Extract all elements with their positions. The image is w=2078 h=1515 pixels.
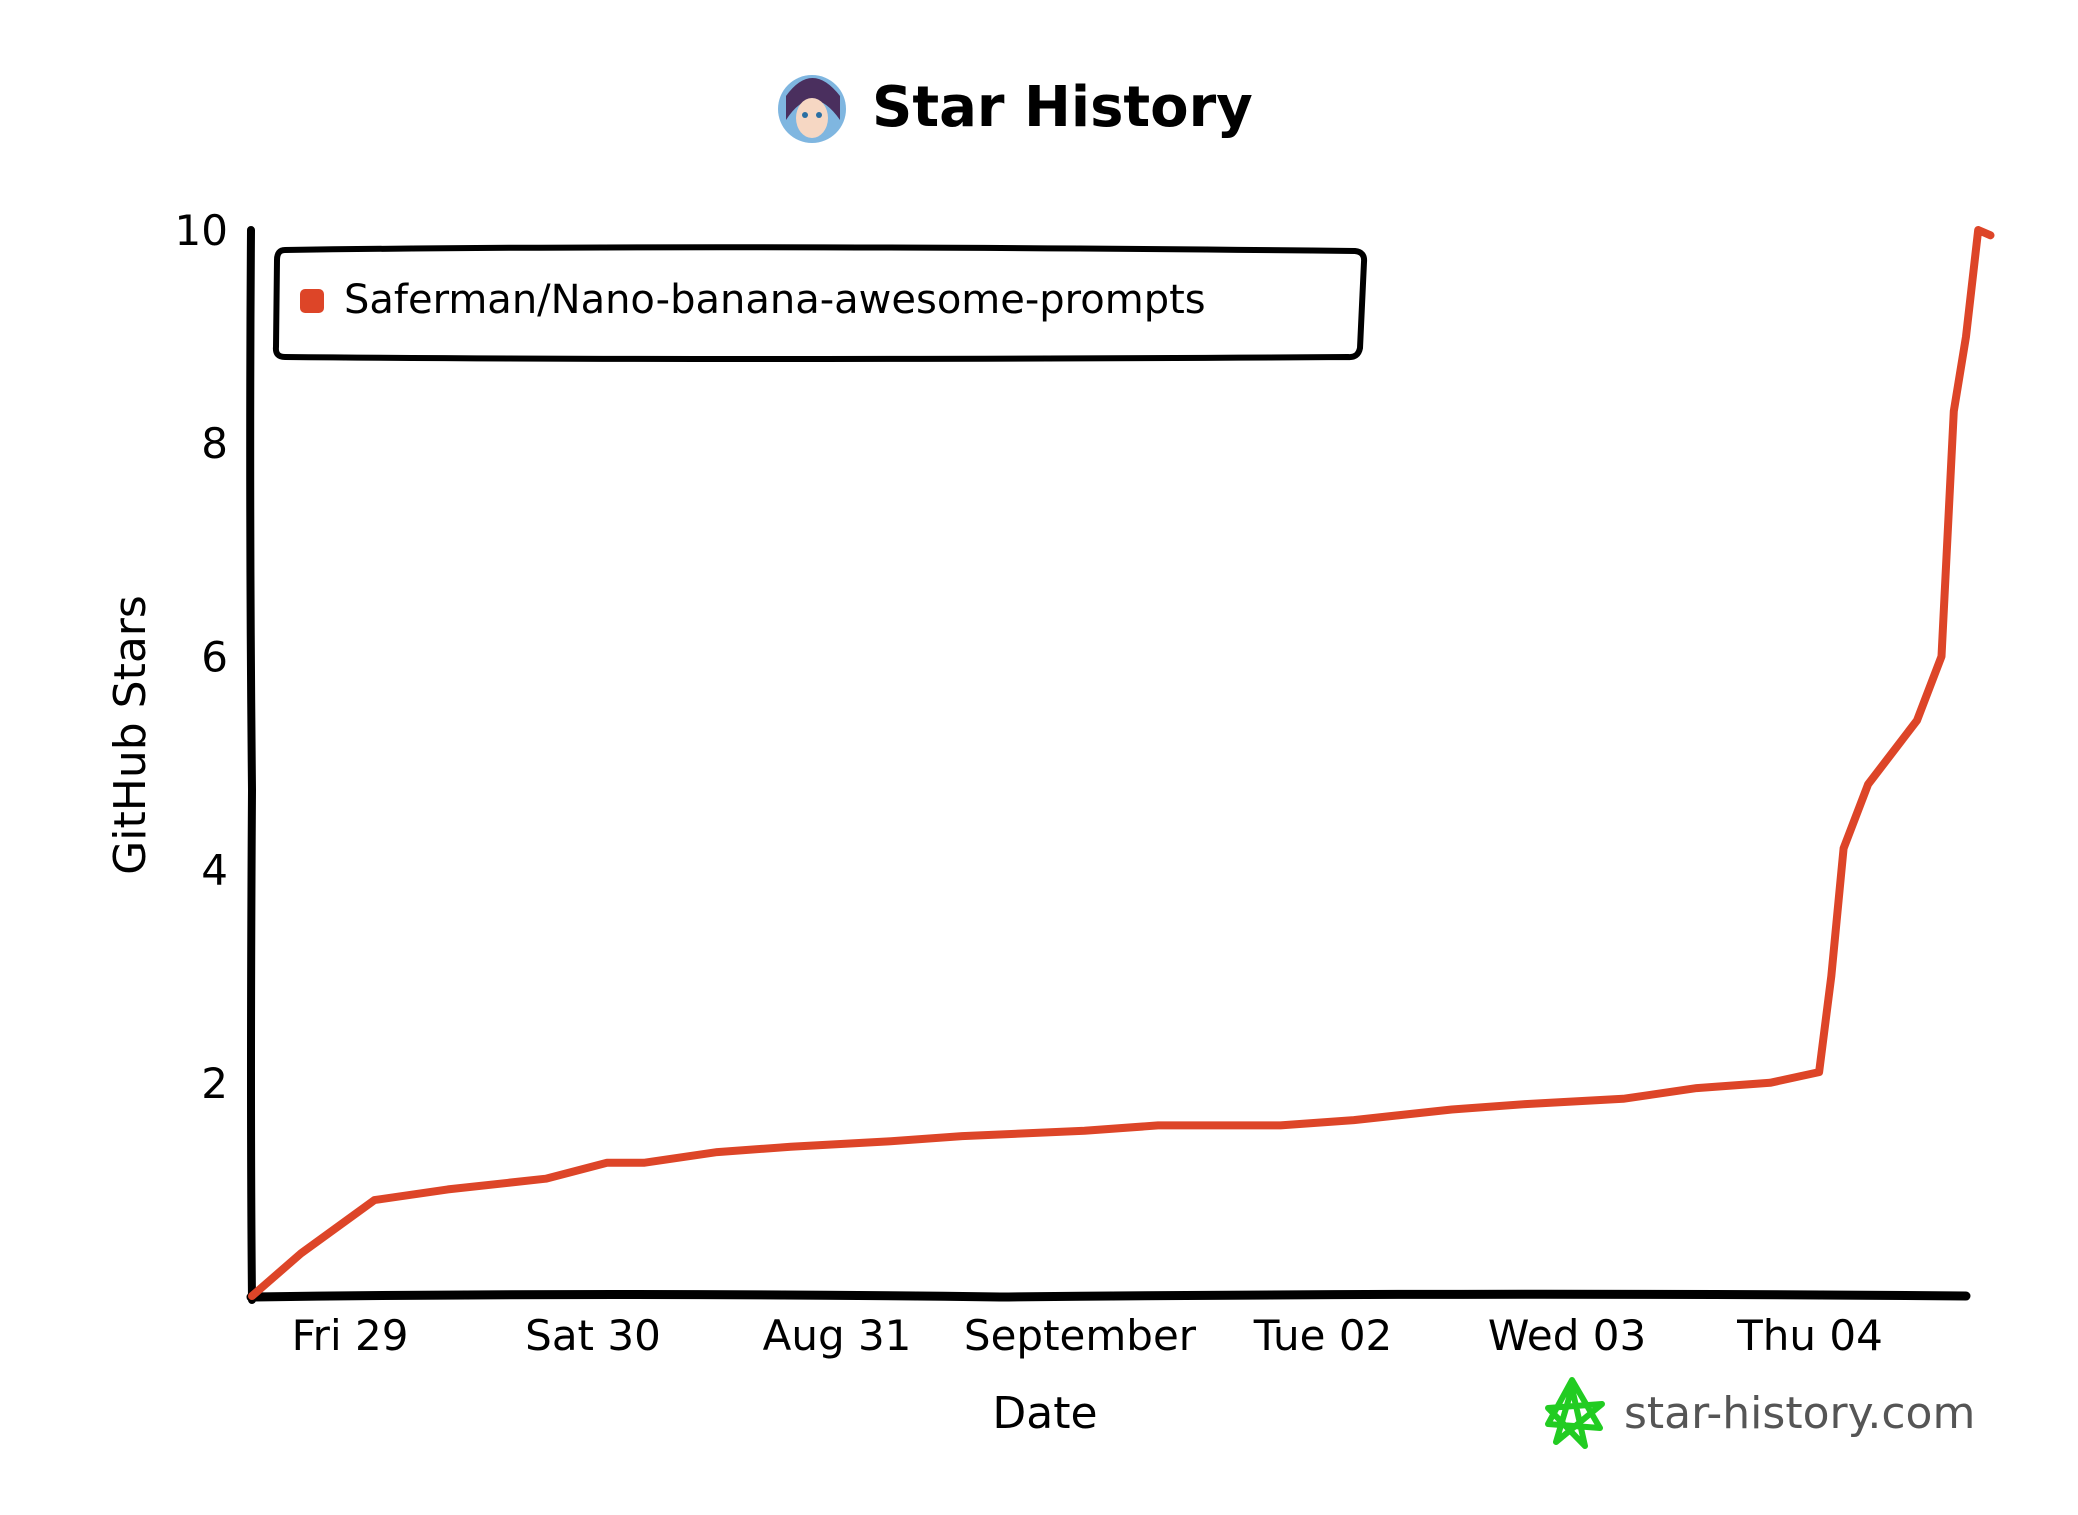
star-icon [1545, 1377, 1605, 1449]
x-tick-label: Thu 04 [1736, 1311, 1883, 1360]
legend-entry: Saferman/Nano-banana-awesome-prompts [344, 277, 1206, 323]
chart-header: Star History [778, 75, 1253, 143]
x-axis-label: Date [992, 1388, 1097, 1439]
x-tick-label: Wed 03 [1488, 1311, 1646, 1360]
y-tick-label: 8 [201, 419, 228, 468]
x-tick-label: Tue 02 [1253, 1311, 1393, 1360]
series-line [248, 226, 1995, 1300]
x-tick-label: Sat 30 [525, 1311, 661, 1360]
legend: Saferman/Nano-banana-awesome-prompts [272, 244, 1368, 362]
x-tick-label: Aug 31 [763, 1311, 912, 1360]
x-ticks: Fri 29 Sat 30 Aug 31 September Tue 02 Wed 03 T… [292, 1311, 1883, 1360]
chart-title: Star History [872, 75, 1253, 140]
x-tick-label: September [964, 1311, 1197, 1360]
y-tick-label: 4 [201, 846, 228, 895]
axes [246, 226, 1971, 1304]
x-axis-line [246, 1289, 1971, 1302]
y-axis-label: GitHub Stars [105, 595, 156, 875]
legend-swatch [300, 289, 324, 313]
x-tick-label: Fri 29 [292, 1311, 409, 1360]
y-axis-line [246, 226, 257, 1304]
legend-box [272, 244, 1368, 362]
watermark-text: star-history.com [1624, 1388, 1975, 1439]
y-tick-label: 6 [201, 632, 228, 681]
y-tick-label: 10 [175, 206, 228, 255]
watermark: star-history.com [1545, 1377, 1975, 1449]
y-tick-label: 2 [201, 1059, 228, 1108]
y-ticks: 2 4 6 8 10 [175, 206, 228, 1108]
avatar [778, 75, 846, 143]
